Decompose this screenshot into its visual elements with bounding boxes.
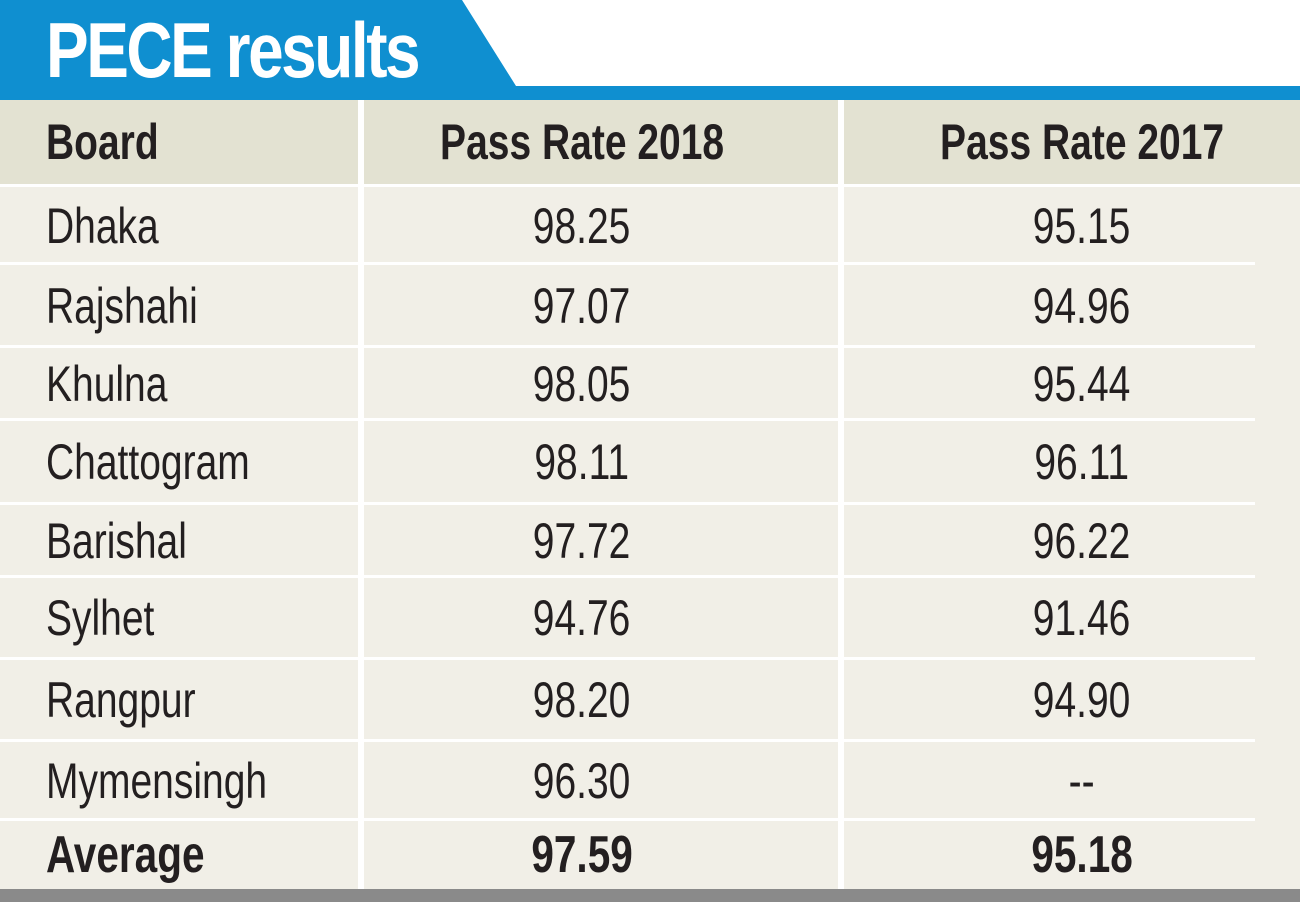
results-table: Board Pass Rate 2018 Pass Rate 2017 Dhak…: [0, 100, 1300, 890]
table-row: Sylhet 94.76 91.46: [0, 577, 1300, 659]
row-divider: [0, 502, 1255, 505]
board-name: Rajshahi: [46, 277, 198, 334]
row-divider: [0, 575, 1255, 578]
board-name: Chattogram: [46, 434, 250, 490]
row-divider: [0, 418, 1255, 421]
pass-rate-2017: 96.11: [1034, 434, 1130, 490]
table-row: Dhaka 98.25 95.15: [0, 187, 1300, 264]
table-row: Rajshahi 97.07 94.96: [0, 264, 1300, 347]
pass-rate-2018: 98.25: [533, 197, 631, 254]
pass-rate-2017: 91.46: [1033, 590, 1131, 646]
row-divider: [0, 345, 1255, 348]
pass-rate-2018: 94.76: [533, 590, 631, 646]
board-name: Khulna: [46, 355, 168, 412]
average-row: Average 97.59 95.18: [0, 820, 1300, 890]
column-divider: [838, 100, 844, 890]
average-2018: 97.59: [531, 826, 633, 884]
title-banner: PECE results: [0, 0, 1300, 100]
board-name: Mymensingh: [46, 752, 268, 809]
board-name: Barishal: [46, 512, 187, 569]
pass-rate-2017: --: [1069, 752, 1095, 809]
table-row: Rangpur 98.20 94.90: [0, 659, 1300, 741]
pass-rate-2017: 95.44: [1033, 355, 1131, 412]
bottom-rule: [0, 889, 1300, 902]
pass-rate-2018: 97.07: [533, 277, 631, 334]
table-row: Barishal 97.72 96.22: [0, 504, 1300, 577]
pass-rate-2018: 98.20: [533, 672, 631, 728]
average-label: Average: [46, 826, 205, 884]
header-pass-rate-2018: Pass Rate 2018: [439, 114, 725, 170]
pass-rate-2018: 97.72: [533, 512, 631, 569]
table-row: Khulna 98.05 95.44: [0, 347, 1300, 420]
header-pass-rate-2017: Pass Rate 2017: [939, 114, 1225, 170]
table-row: Mymensingh 96.30 --: [0, 741, 1300, 820]
pass-rate-2017: 94.90: [1033, 672, 1131, 728]
pass-rate-2017: 95.15: [1033, 197, 1131, 254]
pass-rate-2018: 98.05: [533, 355, 631, 412]
row-divider: [0, 657, 1255, 660]
pass-rate-2017: 96.22: [1033, 512, 1131, 569]
column-divider: [358, 100, 364, 890]
title-banner-shape: [0, 0, 1300, 100]
board-name: Dhaka: [46, 197, 159, 254]
row-divider: [0, 818, 1255, 821]
header-board: Board: [46, 114, 159, 170]
page-title: PECE results: [46, 6, 421, 94]
average-2017: 95.18: [1031, 826, 1133, 884]
row-divider: [0, 739, 1255, 742]
table-header-row: Board Pass Rate 2018 Pass Rate 2017: [0, 100, 1300, 184]
board-name: Rangpur: [46, 672, 196, 728]
pass-rate-2018: 98.11: [534, 434, 630, 490]
board-name: Sylhet: [46, 590, 155, 646]
pass-rate-2018: 96.30: [533, 752, 631, 809]
row-divider: [0, 262, 1255, 265]
row-divider: [0, 184, 1300, 187]
table-row: Chattogram 98.11 96.11: [0, 420, 1300, 504]
pass-rate-2017: 94.96: [1033, 277, 1131, 334]
